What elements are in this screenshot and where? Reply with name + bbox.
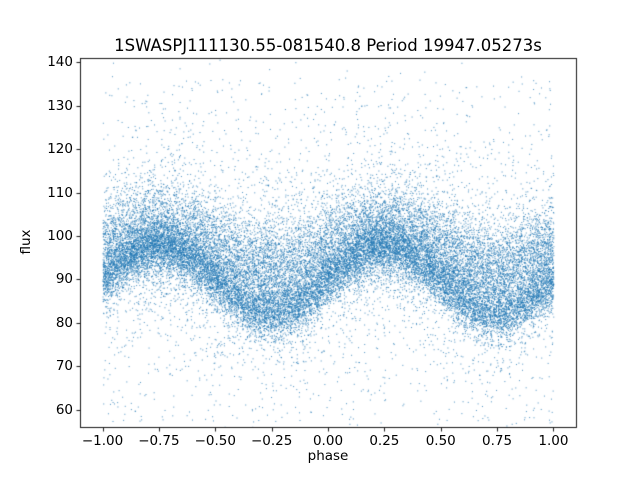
y-tick-label: 120 [47, 141, 73, 158]
y-tick-label: 140 [47, 54, 73, 71]
x-tick-label: 0.25 [369, 433, 400, 449]
x-tick-label: 0.75 [482, 433, 513, 449]
chart-title: 1SWASPJ111130.55-081540.8 Period 19947.0… [114, 36, 542, 55]
x-tick-label: 0.50 [425, 433, 456, 449]
x-tick-label: 1.00 [538, 433, 569, 449]
y-tick-label: 130 [47, 97, 73, 114]
x-tick-label: −1.00 [81, 433, 124, 449]
x-tick-label: −0.75 [138, 433, 180, 449]
y-tick-label: 90 [55, 271, 73, 288]
y-tick-label: 70 [55, 358, 73, 375]
y-tick-label: 100 [47, 227, 73, 244]
x-tick-label: 0.00 [312, 433, 344, 449]
y-tick-label: 80 [55, 314, 73, 331]
y-tick-label: 110 [47, 184, 73, 201]
x-axis-label: phase [307, 448, 349, 464]
x-tick-label: −0.50 [194, 433, 236, 449]
y-tick-label: 60 [55, 401, 73, 418]
x-tick-label: −0.25 [250, 433, 293, 449]
